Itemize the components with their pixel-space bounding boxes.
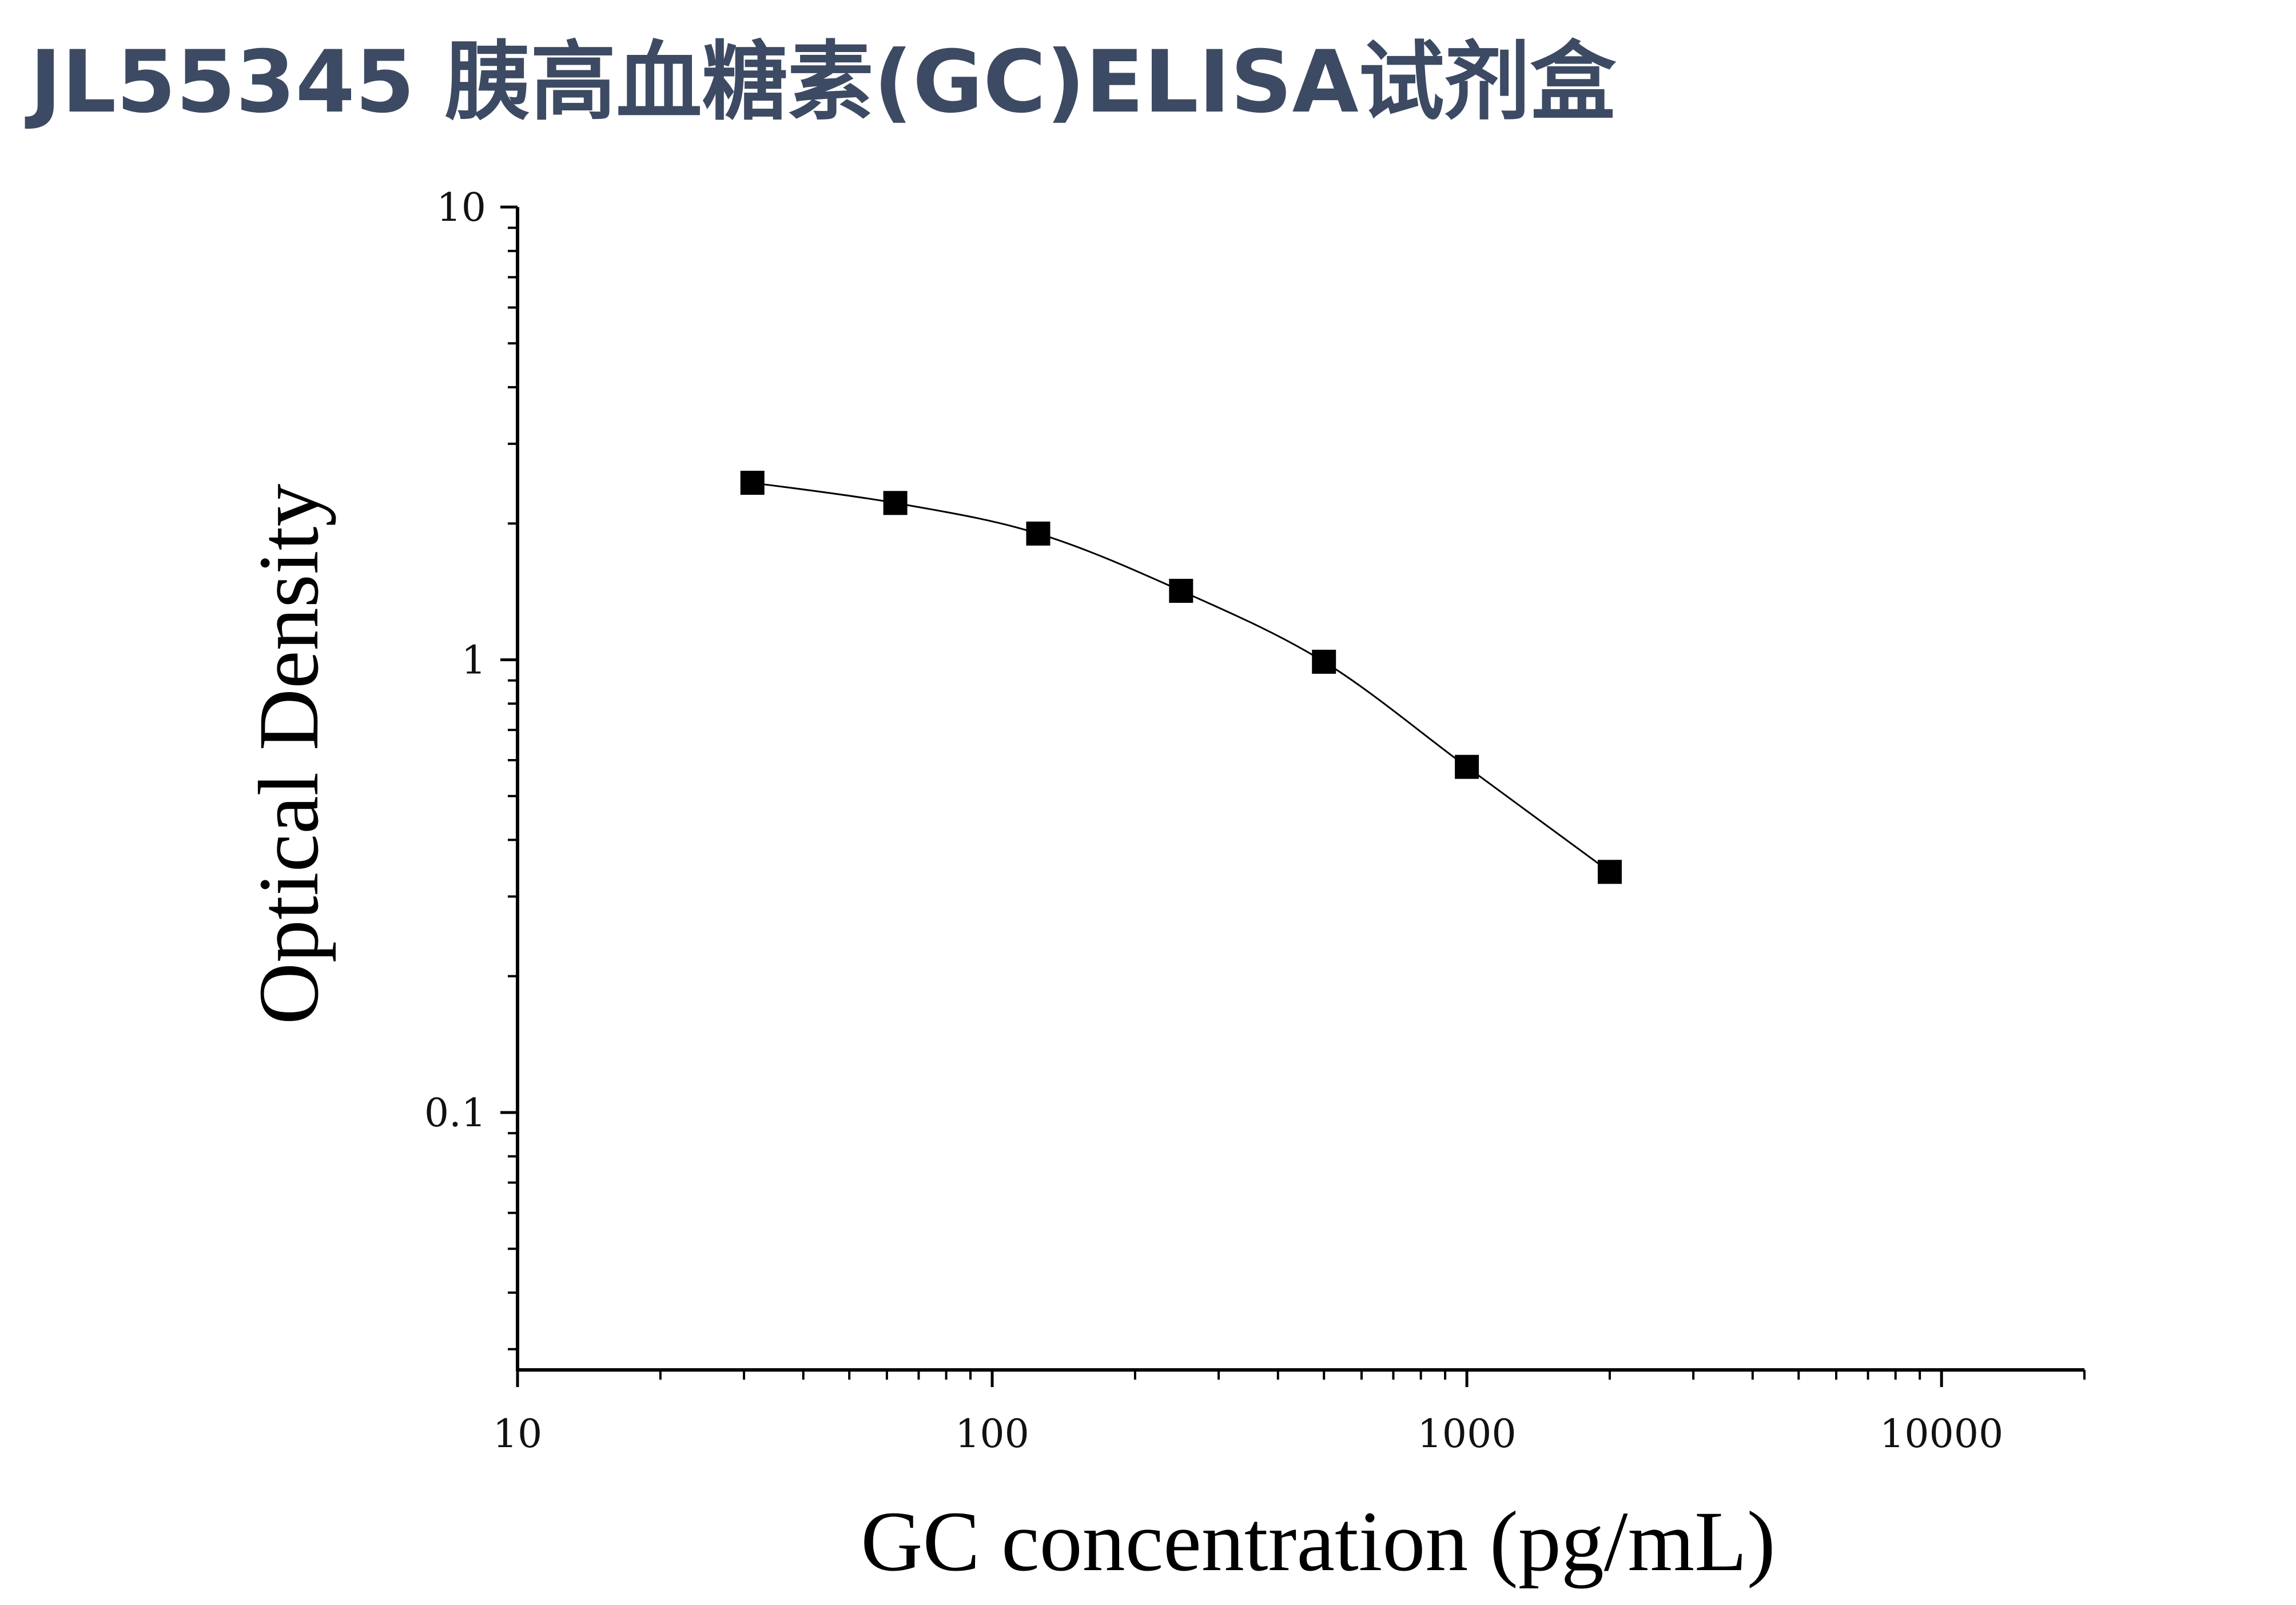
data-point [740, 471, 765, 495]
y-tick-label: 0.1 [424, 1091, 486, 1136]
axes [516, 207, 2084, 1372]
x-tick-label: 10000 [1880, 1412, 2003, 1457]
x-tick-label: 100 [955, 1412, 1029, 1457]
y-axis-title: Optical Density [241, 484, 336, 1025]
data-points [740, 471, 1622, 884]
y-tick-label: 10 [436, 185, 486, 231]
data-point [1597, 860, 1622, 884]
axis-ticks [500, 205, 2086, 1387]
data-point [1312, 649, 1336, 674]
data-point [883, 491, 908, 515]
x-tick-label: 10 [493, 1412, 543, 1457]
x-axis-title: GC concentration (pg/mL) [861, 1494, 1776, 1589]
data-point [1169, 578, 1193, 603]
page-title: JL55345 胰高血糖素(GC)ELISA试剂盒 [30, 33, 1616, 132]
y-tick-label: 1 [461, 638, 486, 683]
fit-curve [752, 482, 1610, 873]
data-point [1026, 521, 1050, 546]
tick-labels: 10 100 1000 10000 0.1 1 10 [424, 185, 2003, 1457]
data-point [1455, 754, 1479, 779]
x-tick-label: 1000 [1418, 1412, 1517, 1457]
